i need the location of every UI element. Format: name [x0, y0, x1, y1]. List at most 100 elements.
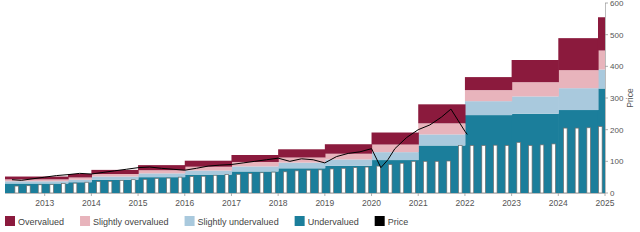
band-segment	[598, 51, 605, 70]
x-tick-label: 2016	[175, 198, 194, 208]
bar	[155, 178, 159, 193]
band-segment	[418, 134, 465, 145]
x-tick-label: 2018	[269, 198, 288, 208]
band-segment	[558, 110, 598, 193]
bar	[552, 144, 556, 193]
legend: OvervaluedSlightly overvaluedSlightly un…	[5, 216, 408, 227]
x-tick-label: 2023	[502, 198, 521, 208]
bar	[272, 172, 276, 193]
x-tick	[184, 193, 185, 196]
bar	[295, 171, 299, 193]
x-tick	[138, 193, 139, 196]
bar	[50, 184, 54, 193]
bar	[400, 163, 404, 193]
y-tick	[605, 193, 608, 194]
y-axis-label: Price	[625, 88, 635, 108]
x-tick-label: 2013	[35, 198, 54, 208]
legend-swatch	[185, 216, 195, 226]
bar	[353, 168, 357, 193]
band-segment	[231, 166, 278, 171]
plot-area	[5, 17, 605, 193]
bar	[73, 183, 77, 193]
x-axis-line	[5, 193, 605, 194]
band-segment	[418, 123, 465, 134]
band-segment	[598, 70, 605, 89]
band-segment	[68, 182, 92, 193]
x-tick-label: 2014	[82, 198, 101, 208]
band-segment	[372, 160, 419, 193]
x-tick-label: 2017	[222, 198, 241, 208]
bar	[167, 178, 171, 193]
bar	[435, 161, 439, 193]
x-tick	[324, 193, 325, 196]
band-segment	[278, 149, 325, 157]
band-segment	[558, 88, 598, 110]
y-tick	[605, 129, 608, 130]
band-segment	[558, 38, 598, 70]
band-segment	[68, 177, 92, 179]
bar	[120, 180, 124, 193]
y-tick	[605, 98, 608, 99]
band-segment	[598, 89, 605, 194]
bar	[318, 170, 322, 193]
band-segment	[325, 166, 372, 193]
bar	[330, 169, 334, 193]
band-segment	[558, 70, 598, 88]
bar	[470, 146, 474, 194]
x-tick	[418, 193, 419, 196]
legend-swatch	[295, 216, 305, 226]
legend-swatch	[5, 216, 15, 226]
bar	[540, 145, 544, 193]
bar	[62, 184, 66, 194]
x-tick-label: 2015	[129, 198, 148, 208]
legend-label: Slightly overvalued	[93, 217, 169, 227]
band-segment	[68, 180, 92, 183]
bar	[564, 128, 568, 193]
y-tick	[605, 161, 608, 162]
band-segment	[512, 60, 559, 82]
band-segment	[418, 146, 465, 194]
bar	[365, 167, 369, 193]
legend-label: Slightly undervalued	[198, 217, 279, 227]
y-tick-label: 0	[610, 189, 615, 198]
band-segment	[465, 115, 512, 193]
band	[5, 70, 605, 184]
y-tick-label: 600	[610, 0, 624, 8]
y-tick	[605, 3, 608, 4]
band-segment	[138, 177, 185, 193]
bar	[143, 179, 147, 193]
y-tick-label: 500	[610, 31, 624, 40]
bar	[97, 182, 101, 193]
bar	[482, 146, 486, 194]
bar	[108, 181, 112, 193]
bar	[15, 186, 19, 193]
y-tick-label: 300	[610, 94, 624, 103]
bar	[528, 146, 532, 194]
band-segment	[91, 177, 138, 180]
x-tick	[511, 193, 512, 196]
y-tick	[605, 34, 608, 35]
bar	[85, 182, 89, 193]
x-tick-label: 2022	[455, 198, 474, 208]
band-segment	[185, 171, 232, 175]
band-segment	[185, 175, 232, 193]
band	[5, 89, 605, 194]
x-tick-label: 2020	[362, 198, 381, 208]
bar	[517, 142, 521, 193]
bar	[505, 146, 509, 194]
price-line	[12, 109, 467, 180]
bar	[178, 177, 182, 193]
x-tick	[464, 193, 465, 196]
legend-swatch	[375, 216, 385, 226]
bar	[493, 145, 497, 193]
bar	[587, 128, 591, 193]
bar	[38, 185, 42, 193]
band-segment	[512, 82, 559, 96]
bar	[575, 128, 579, 193]
band-segment	[231, 162, 278, 166]
band-segment	[512, 96, 559, 113]
bar	[260, 173, 264, 193]
x-tick-label: 2024	[549, 198, 568, 208]
bar	[423, 161, 427, 193]
y-tick-label: 100	[610, 157, 624, 166]
